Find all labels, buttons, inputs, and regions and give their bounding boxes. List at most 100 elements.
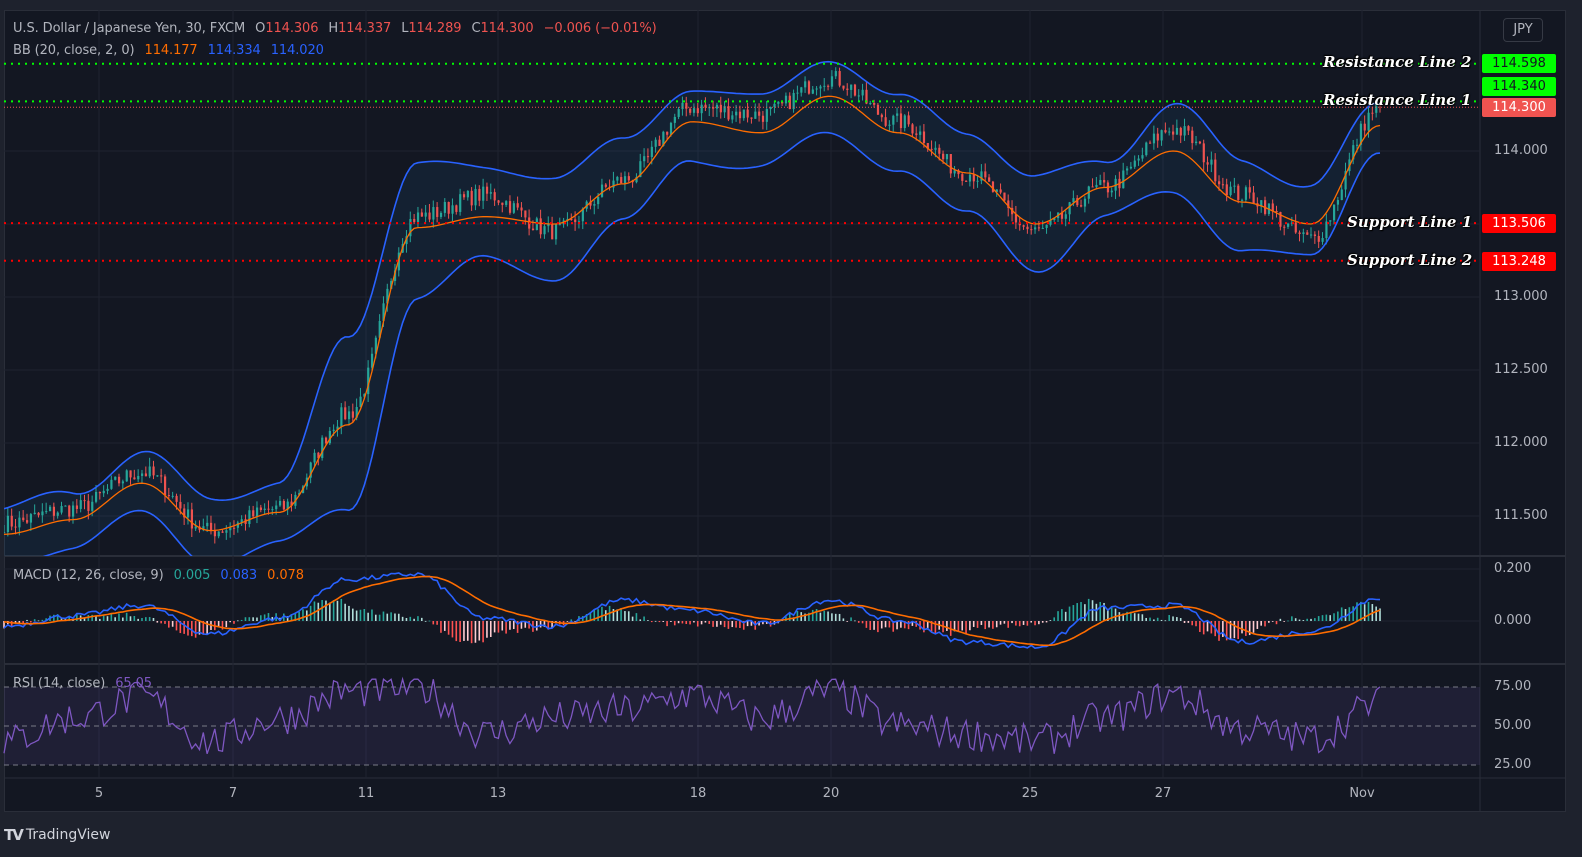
macd-histogram-bar	[570, 619, 573, 621]
candle-body	[347, 411, 351, 420]
candle-body	[597, 196, 600, 205]
macd-histogram-bar	[992, 621, 994, 629]
macd-histogram-bar	[386, 613, 389, 621]
macd-histogram-bar	[1145, 617, 1147, 621]
macd-histogram-bar	[1229, 621, 1232, 640]
candle-body	[117, 476, 121, 484]
macd-histogram-bar	[788, 613, 791, 621]
candle-body	[79, 500, 82, 509]
candle-body	[945, 154, 949, 160]
candle-body	[359, 396, 362, 408]
macd-histogram-bar	[620, 607, 622, 621]
candle-body	[1367, 112, 1370, 131]
price-axis-label: 112.000	[1494, 435, 1548, 450]
macd-histogram-bar	[965, 621, 967, 634]
candle-body	[393, 270, 397, 281]
macd-histogram-bar	[37, 620, 40, 622]
candle-body	[696, 108, 699, 114]
candle-body	[1076, 198, 1079, 206]
candle-body	[317, 452, 320, 458]
candle-body	[160, 475, 163, 477]
candle-body	[1352, 145, 1355, 160]
candle-body	[48, 506, 52, 512]
macd-histogram-bar	[1222, 621, 1224, 637]
macd-histogram-bar	[302, 609, 304, 621]
macd-histogram-bar	[1317, 616, 1320, 621]
candle-body	[804, 81, 807, 88]
candle-body	[263, 508, 266, 510]
macd-histogram-bar	[892, 621, 895, 632]
macd-histogram-bar	[903, 621, 906, 629]
macd-histogram-bar	[436, 621, 438, 625]
macd-histogram-bar	[451, 621, 454, 638]
candle-body	[616, 177, 619, 181]
macd-histogram-bar	[378, 614, 381, 621]
candle-body	[1003, 192, 1006, 201]
macd-histogram-bar	[363, 609, 366, 621]
rsi-legend[interactable]: RSI (14, close) 65.05	[13, 676, 152, 691]
macd-histogram-bar	[574, 621, 576, 622]
candle-body	[1294, 222, 1297, 233]
macd-histogram-bar	[129, 616, 132, 621]
candle-body	[865, 89, 868, 104]
candle-body	[75, 505, 79, 509]
macd-histogram-bar	[1130, 611, 1132, 621]
macd-histogram-bar	[1199, 621, 1201, 632]
candle-body	[903, 115, 906, 129]
macd-histogram-bar	[1095, 603, 1098, 621]
candle-body	[267, 508, 270, 510]
candle-body	[144, 473, 148, 477]
macd-histogram-bar	[693, 621, 695, 623]
macd-histogram-bar	[1283, 621, 1285, 622]
time-axis-label: 11	[357, 786, 375, 801]
candle-body	[1160, 130, 1163, 141]
currency-button[interactable]: JPY	[1503, 18, 1543, 42]
candle-body	[827, 85, 830, 87]
candle-body	[436, 207, 439, 217]
candle-body	[313, 452, 316, 463]
tradingview-branding[interactable]: TV TradingView	[4, 826, 110, 844]
macd-label: MACD (12, 26, close, 9)	[13, 568, 164, 583]
candle-body	[635, 177, 638, 183]
macd-histogram-bar	[1187, 621, 1190, 623]
candle-body	[1164, 130, 1167, 133]
macd-histogram-bar	[1061, 609, 1063, 621]
macd-histogram-bar	[635, 613, 638, 621]
candle-body	[861, 89, 864, 96]
candle-body	[704, 104, 707, 108]
candle-body	[474, 188, 477, 206]
macd-histogram-bar	[68, 616, 70, 621]
candle-body	[593, 204, 596, 206]
macd-histogram-bar	[551, 621, 553, 629]
macd-histogram-bar	[482, 621, 484, 643]
candle-body	[554, 224, 558, 240]
candle-body	[171, 495, 174, 497]
macd-histogram-bar	[1076, 603, 1079, 621]
candle-body	[424, 212, 427, 217]
bb-legend[interactable]: BB (20, close, 2, 0) 114.177 114.334 114…	[13, 43, 324, 58]
macd-histogram-bar	[512, 621, 515, 630]
candle-body	[1248, 187, 1251, 193]
macd-legend[interactable]: MACD (12, 26, close, 9) 0.005 0.083 0.07…	[13, 568, 304, 583]
candle-body	[1195, 141, 1198, 144]
macd-histogram-bar	[313, 601, 316, 621]
macd-histogram-bar	[543, 621, 546, 627]
macd-histogram-bar	[1206, 621, 1209, 632]
candle-body	[14, 526, 17, 528]
macd-histogram-bar	[371, 609, 373, 621]
chart-frame[interactable]	[4, 10, 1566, 812]
candle-body	[988, 177, 991, 182]
candle-body	[286, 501, 289, 510]
candle-body	[773, 103, 776, 108]
macd-histogram-bar	[984, 621, 987, 630]
macd-histogram-bar	[838, 613, 841, 621]
candle-body	[677, 109, 680, 117]
macd-histogram-bar	[1337, 611, 1339, 621]
macd-histogram-bar	[1352, 606, 1354, 621]
macd-histogram-bar	[643, 616, 645, 621]
macd-histogram-bar	[808, 612, 810, 621]
time-axis-label: 5	[94, 786, 104, 801]
high-value: 114.337	[338, 21, 392, 36]
candle-body	[1091, 186, 1094, 188]
